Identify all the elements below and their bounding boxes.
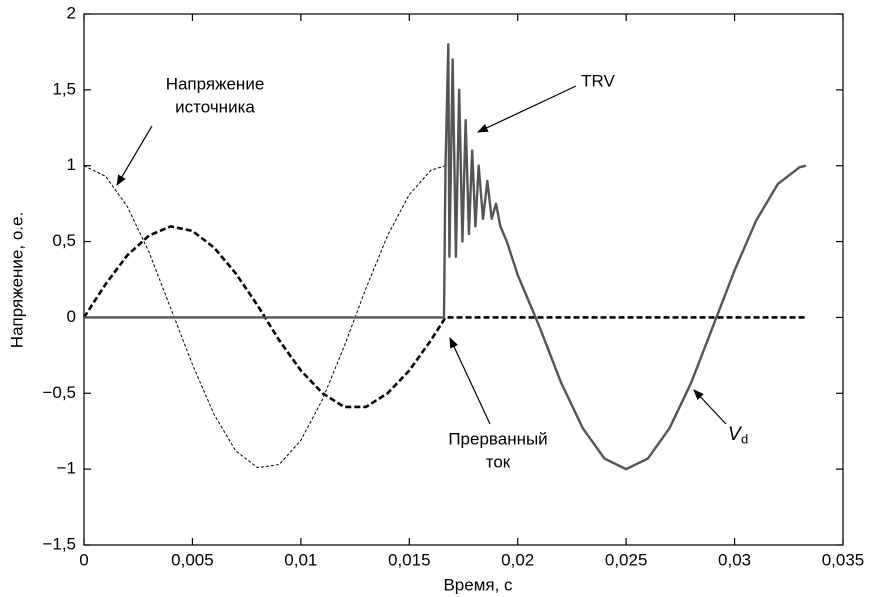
y-tick-label: −1,5 [42,534,76,553]
y-tick-label: 2 [67,3,76,22]
x-tick-label: 0 [79,550,88,569]
x-tick-label: 0,005 [171,550,214,569]
annotation: V [728,424,743,445]
y-tick-label: 1,5 [52,79,76,98]
x-tick-label: 0,01 [284,550,317,569]
series-line [84,43,807,471]
annotation-subscript: d [741,431,748,446]
arrow [477,85,577,133]
annotation: TRV [581,71,615,90]
x-tick-label: 0,03 [718,550,751,569]
arrow [449,337,491,425]
y-tick-label: 1 [67,155,76,174]
y-tick-label: 0,5 [52,231,76,250]
annotation: Прерванный [448,429,547,448]
x-tick-label: 0,025 [605,550,648,569]
arrow [116,125,153,186]
y-tick-label: −1 [57,459,76,478]
x-axis-label: Время, с [443,575,513,594]
y-tick-label: 0 [67,307,76,326]
plot-frame [83,13,844,546]
annotation: источника [175,97,255,116]
x-tick-label: 0,035 [822,550,865,569]
annotation: ток [486,452,511,471]
annotation: Напряжение [166,74,265,93]
annotation-arrows [116,85,727,425]
y-axis-label: Напряжение, о.е. [7,212,26,348]
y-tick-label: −0,5 [42,383,76,402]
x-tick-label: 0,015 [388,550,431,569]
series-line [82,225,807,409]
x-tick-label: 0,02 [501,550,534,569]
series-line [83,165,446,469]
arrow [693,389,727,425]
